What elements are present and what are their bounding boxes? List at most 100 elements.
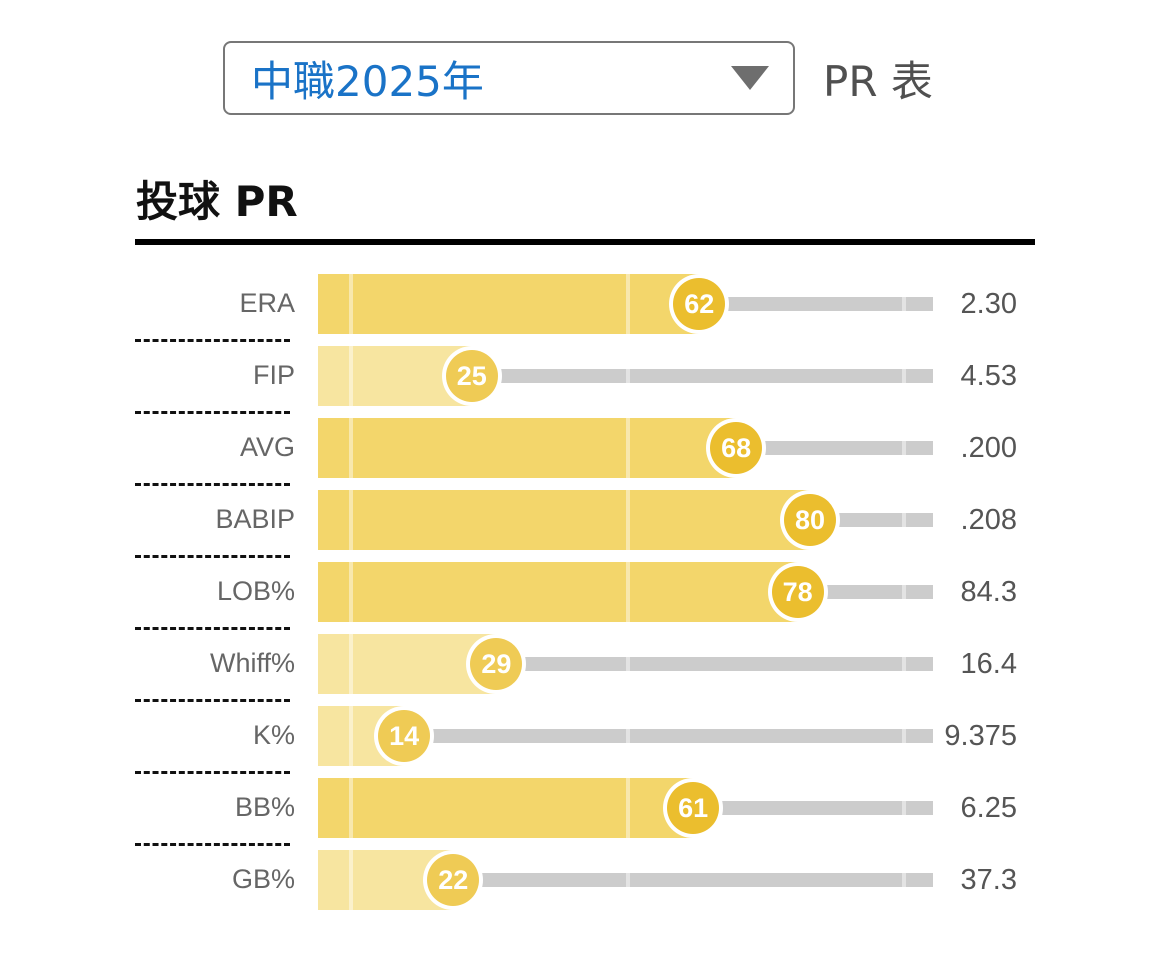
pr-row: AVG 68 .200 — [135, 411, 1035, 478]
gridline — [902, 513, 907, 527]
pr-value: 62 — [673, 278, 726, 330]
metric-label: BABIP — [215, 504, 295, 534]
bar-track — [797, 585, 933, 599]
gridline — [348, 562, 353, 622]
bar-track — [810, 513, 933, 527]
gridline — [625, 729, 630, 743]
metric-value: 2.30 — [960, 288, 1017, 320]
pr-badge: 80 — [780, 490, 840, 550]
bar-fill — [318, 490, 810, 550]
gridline — [625, 562, 630, 622]
pr-row: FIP 25 4.53 — [135, 339, 1035, 406]
pr-value: 29 — [470, 638, 523, 690]
section-title: 投球 PR — [136, 177, 298, 226]
metric-value: .208 — [960, 504, 1017, 536]
gridline — [625, 274, 630, 334]
gridline — [902, 297, 907, 311]
metric-label: K% — [252, 720, 295, 750]
metric-label: LOB% — [216, 576, 295, 606]
bar-fill — [318, 418, 737, 478]
bar-track — [693, 801, 933, 815]
pr-row: ERA 62 2.30 — [135, 274, 1035, 334]
dashed-separator — [135, 843, 290, 846]
gridline — [902, 441, 907, 455]
pr-value: 14 — [378, 710, 431, 762]
dashed-separator — [135, 555, 290, 558]
season-select-value: 中職2025年 — [251, 56, 484, 106]
bar-fill — [318, 562, 798, 622]
metric-value: 6.25 — [960, 792, 1017, 824]
bar-area: 80 — [318, 490, 933, 550]
section-divider — [135, 239, 1035, 245]
pr-value: 80 — [784, 494, 836, 546]
metric-value: 9.375 — [944, 720, 1017, 752]
pr-row: BB% 61 6.25 — [135, 771, 1035, 838]
gridline — [348, 634, 353, 694]
metric-label: GB% — [231, 864, 295, 894]
pr-badge: 62 — [669, 274, 730, 334]
bar-track — [404, 729, 933, 743]
metric-value: 37.3 — [960, 864, 1017, 896]
bar-fill — [318, 778, 694, 838]
pr-table-label: PR 表 — [823, 56, 933, 106]
dashed-separator — [135, 483, 290, 486]
gridline — [348, 346, 353, 406]
pr-row: GB% 22 37.3 — [135, 843, 1035, 910]
metric-value: 84.3 — [960, 576, 1017, 608]
season-select[interactable]: 中職2025年 — [223, 41, 795, 115]
pr-badge: 29 — [466, 634, 527, 694]
bar-track — [453, 873, 933, 887]
gridline — [348, 274, 353, 334]
gridline — [902, 657, 907, 671]
dashed-separator — [135, 411, 290, 414]
gridline — [348, 850, 353, 910]
bar-area: 78 — [318, 562, 933, 622]
header: 中職2025年 PR 表 — [223, 41, 933, 115]
bar-track — [699, 297, 933, 311]
metric-label: BB% — [234, 792, 295, 822]
gridline — [625, 657, 630, 671]
pr-value: 78 — [771, 566, 824, 618]
metric-value: .200 — [960, 432, 1017, 464]
dashed-separator — [135, 627, 290, 630]
pr-row: BABIP 80 .208 — [135, 483, 1035, 550]
metric-label: AVG — [239, 432, 295, 462]
gridline — [625, 418, 630, 478]
metric-value: 4.53 — [960, 360, 1017, 392]
bar-fill — [318, 274, 700, 334]
pr-row: LOB% 78 84.3 — [135, 555, 1035, 622]
gridline — [348, 778, 353, 838]
pr-value: 61 — [667, 782, 720, 834]
pr-badge: 14 — [374, 706, 435, 766]
triangle-down-icon — [731, 66, 769, 90]
gridline — [625, 778, 630, 838]
pr-row: K% 14 9.375 — [135, 699, 1035, 766]
pr-value: 25 — [445, 350, 498, 402]
bar-track — [736, 441, 933, 455]
pr-value: 22 — [427, 854, 480, 906]
gridline — [348, 490, 353, 550]
pr-row: Whiff% 29 16.4 — [135, 627, 1035, 694]
dashed-separator — [135, 699, 290, 702]
gridline — [625, 490, 630, 550]
bar-area: 61 — [318, 778, 933, 838]
metric-label: ERA — [239, 288, 295, 318]
gridline — [348, 706, 353, 766]
pr-badge: 22 — [423, 850, 484, 910]
gridline — [625, 369, 630, 383]
bar-area: 22 — [318, 850, 933, 910]
pr-chart: ERA 62 2.30 FIP 25 4.53 AVG 68 .200 BABIP 80 .208 LO… — [135, 274, 1035, 922]
bar-track — [496, 657, 933, 671]
gridline — [902, 873, 907, 887]
pr-badge: 61 — [663, 778, 724, 838]
metric-label: FIP — [252, 360, 295, 390]
metric-value: 16.4 — [960, 648, 1017, 680]
bar-track — [471, 369, 933, 383]
dashed-separator — [135, 339, 290, 342]
gridline — [902, 585, 907, 599]
pr-badge: 25 — [441, 346, 502, 406]
gridline — [625, 873, 630, 887]
pr-value: 68 — [710, 422, 763, 474]
bar-area: 29 — [318, 634, 933, 694]
pr-badge: 78 — [767, 562, 828, 622]
